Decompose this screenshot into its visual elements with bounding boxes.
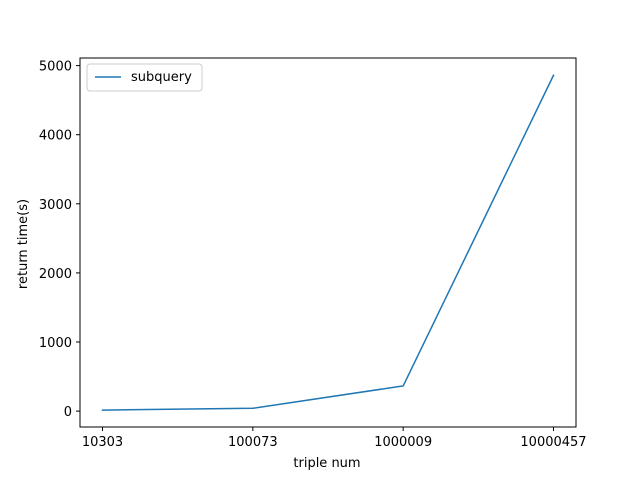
y-tick-label: 1000 bbox=[39, 336, 72, 351]
y-tick-label: 5000 bbox=[39, 60, 72, 75]
x-tick-label: 100073 bbox=[228, 435, 278, 450]
series-line-subquery bbox=[101, 74, 555, 411]
legend-label-subquery: subquery bbox=[131, 70, 192, 85]
plot-area: 10303 100073 1000009 10000457 0 1000 2000 3000 4… bbox=[39, 57, 587, 450]
y-tick-label: 4000 bbox=[39, 129, 72, 144]
y-tick-label: 0 bbox=[64, 405, 72, 420]
y-tick-label: 3000 bbox=[39, 198, 72, 213]
x-tick-label: 10303 bbox=[82, 435, 123, 450]
y-tick-label: 2000 bbox=[39, 267, 72, 282]
x-tick-label: 10000457 bbox=[520, 435, 586, 450]
x-axis-label: triple num bbox=[293, 456, 360, 471]
y-axis-label: return time(s) bbox=[16, 199, 31, 289]
axes-frame bbox=[79, 57, 577, 428]
legend-box bbox=[86, 63, 203, 92]
x-tick-label: 1000009 bbox=[374, 435, 432, 450]
legend: subquery bbox=[86, 63, 203, 92]
